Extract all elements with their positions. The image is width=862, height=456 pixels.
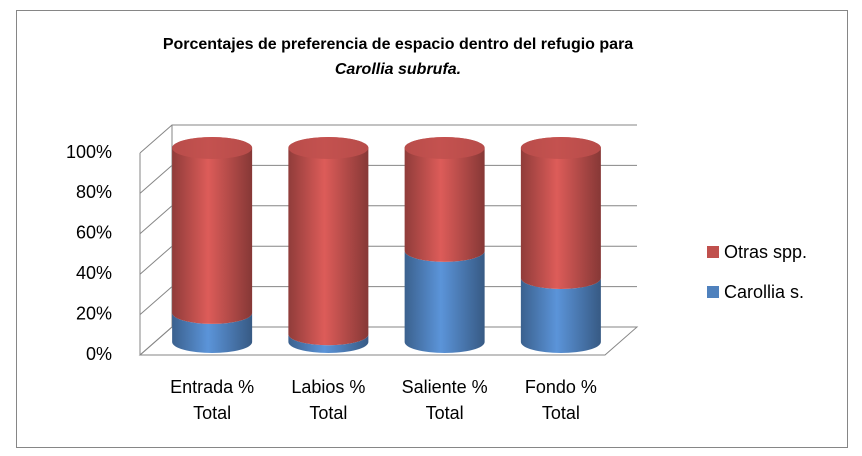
cylinder-segment bbox=[520, 137, 601, 289]
cylinder-segment bbox=[404, 137, 485, 262]
grid-line bbox=[139, 124, 637, 154]
chart-title: Carollia subrufa. bbox=[335, 61, 461, 78]
cylinder-segment bbox=[520, 277, 601, 354]
legend-swatch bbox=[707, 286, 719, 298]
cylinder-segment bbox=[288, 334, 369, 354]
legend-label: Otras spp. bbox=[724, 242, 807, 262]
cylinder-top bbox=[288, 137, 369, 159]
y-tick-label: 100% bbox=[66, 142, 112, 162]
y-tick-label: 20% bbox=[76, 303, 112, 323]
cylinder-top bbox=[404, 137, 485, 159]
legend-swatch bbox=[707, 246, 719, 258]
y-tick-label: 40% bbox=[76, 263, 112, 283]
x-tick-label: Fondo % Total bbox=[524, 377, 597, 423]
cylinder-segment bbox=[172, 312, 253, 354]
cylinder-segment bbox=[288, 137, 369, 346]
cylinder-top bbox=[172, 137, 253, 159]
y-tick-label: 60% bbox=[76, 223, 112, 243]
chart-title: Porcentajes de preferencia de espacio de… bbox=[163, 36, 633, 53]
legend-label: Carollia s. bbox=[724, 282, 804, 302]
y-tick-label: 0% bbox=[86, 344, 112, 364]
x-tick-label: Saliente % Total bbox=[401, 377, 488, 423]
cylinder-segment bbox=[172, 137, 253, 324]
x-tick-label: Entrada % Total bbox=[170, 377, 255, 423]
y-tick-label: 80% bbox=[76, 182, 112, 202]
cylinder-top bbox=[520, 137, 601, 159]
x-tick-label: Labios % Total bbox=[291, 377, 366, 423]
cylinder-segment bbox=[404, 250, 485, 354]
